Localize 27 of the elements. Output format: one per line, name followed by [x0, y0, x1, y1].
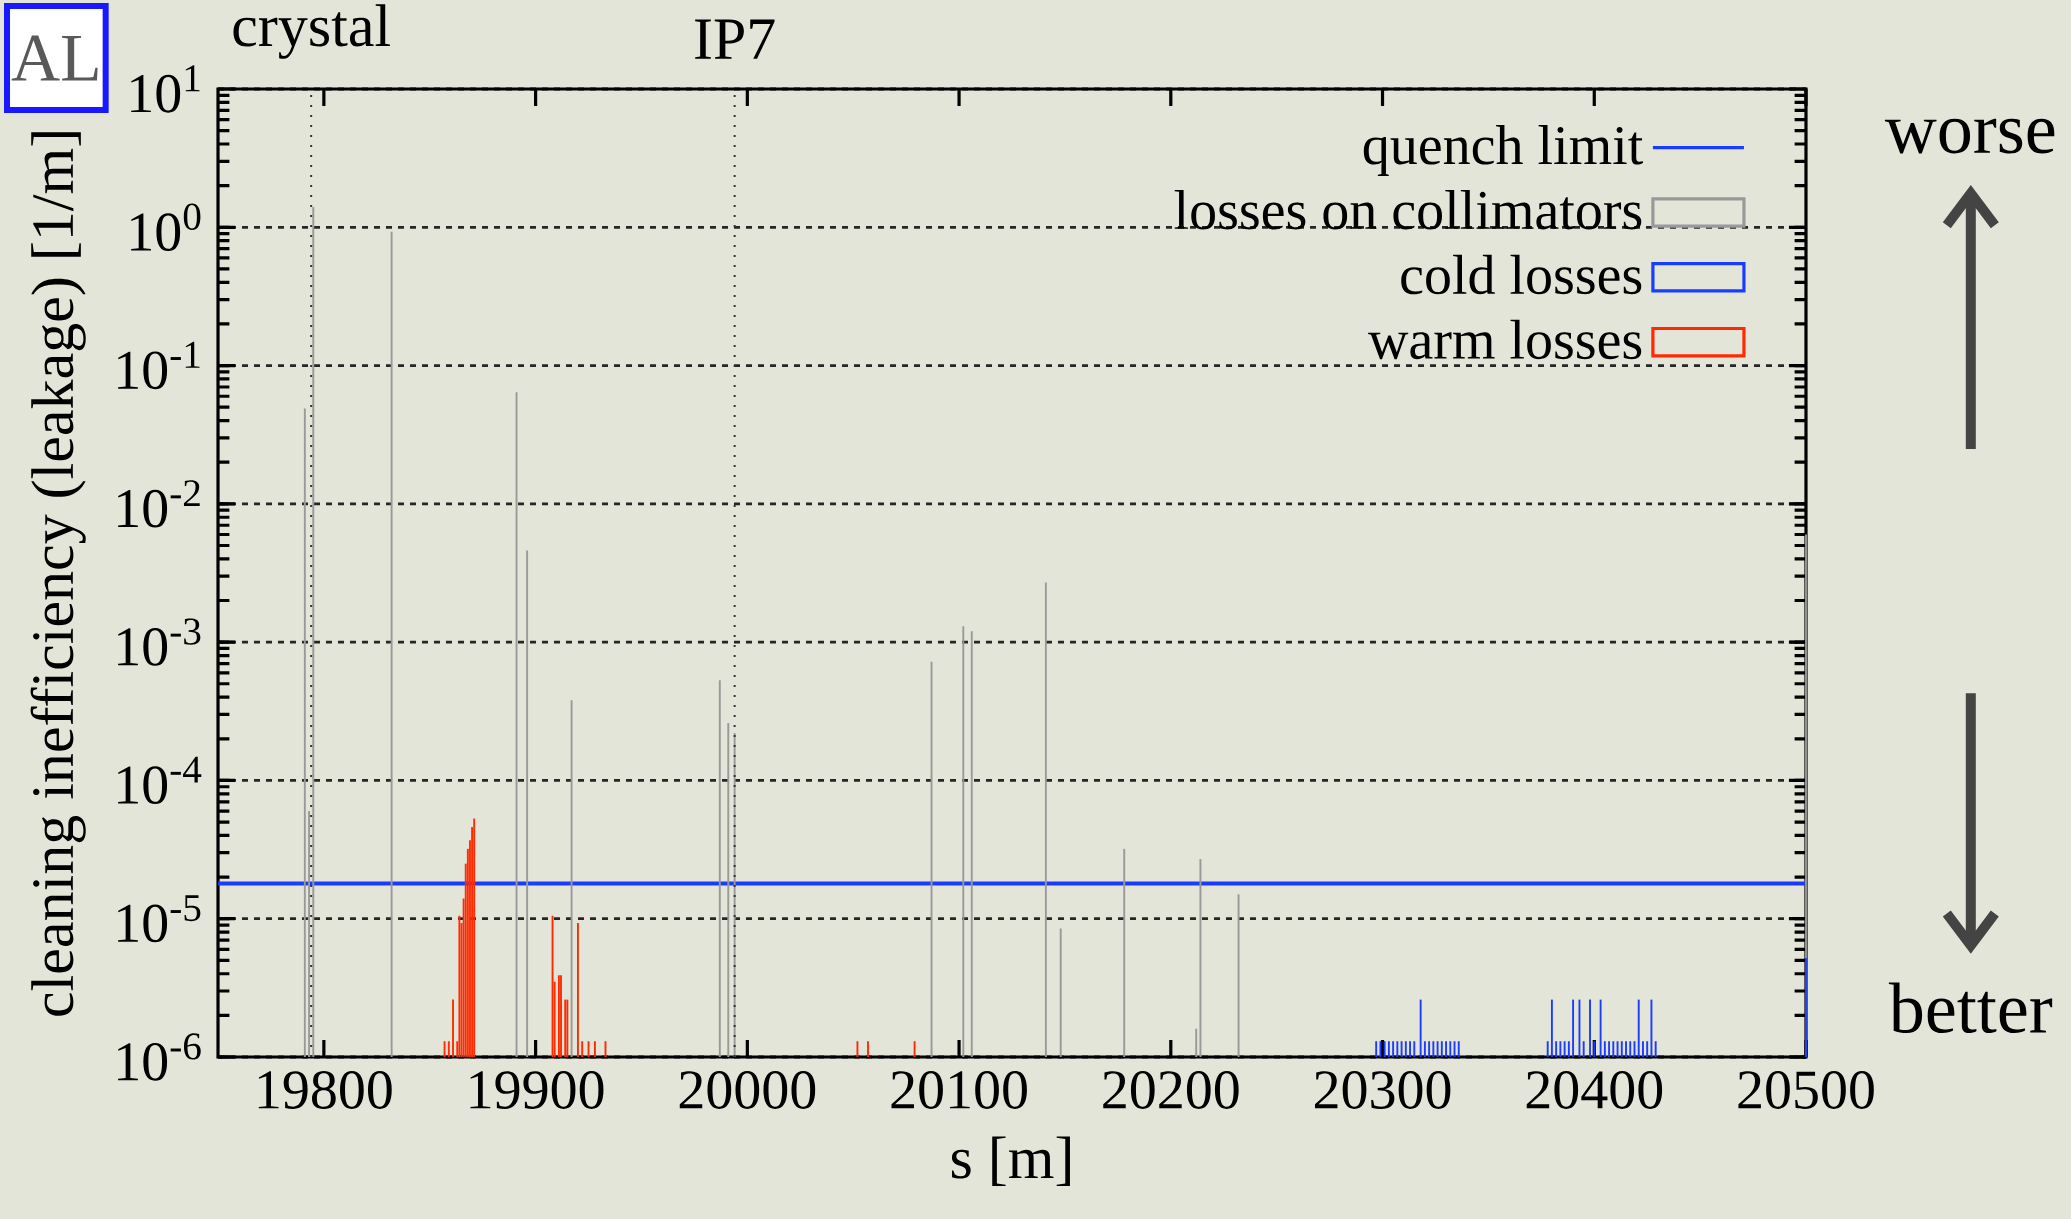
legend-label: quench limit: [1363, 125, 1643, 176]
x-tick-label: 20100: [891, 1071, 1027, 1109]
x-tick-label: 19800: [258, 1071, 392, 1109]
y-tick-label: 10$^{1}$: [131, 65, 200, 113]
y-tick-label: 10$^{-1}$: [118, 341, 200, 390]
x-tick-label: 20300: [1314, 1071, 1451, 1109]
legend-label: cold losses: [1401, 254, 1642, 295]
x-tick-label: 20400: [1526, 1071, 1663, 1109]
text: worse: [1884, 118, 2055, 154]
y-tick-label: 10$^{-4}$: [118, 756, 202, 805]
y-tick-label: 10$^{-5}$: [118, 895, 201, 943]
y-tick-label: 10$^{-6}$: [118, 1033, 201, 1081]
x-tick-label: 20500: [1738, 1071, 1874, 1109]
x-tick-label: 20200: [1103, 1071, 1239, 1109]
y-tick-label: 10$^{-2}$: [118, 480, 200, 528]
ref-line-label: IP7: [695, 19, 775, 59]
y-tick-label: 10$^{-3}$: [118, 618, 201, 666]
legend-label: warm losses: [1368, 319, 1642, 360]
ref-line-label: crystal: [233, 4, 390, 59]
y-axis-title: cleaning inefficiency (leakage) [1/m]: [30, 132, 86, 1016]
text: AL: [11, 35, 98, 81]
x-tick-label: 20000: [679, 1071, 816, 1109]
y-tick-label: 10$^{0}$: [131, 203, 201, 252]
x-axis-title: s [m]: [951, 1136, 1070, 1187]
x-tick-label: 19900: [470, 1071, 604, 1109]
text: better: [1888, 982, 2053, 1034]
legend-label: losses on collimators: [1174, 189, 1642, 230]
